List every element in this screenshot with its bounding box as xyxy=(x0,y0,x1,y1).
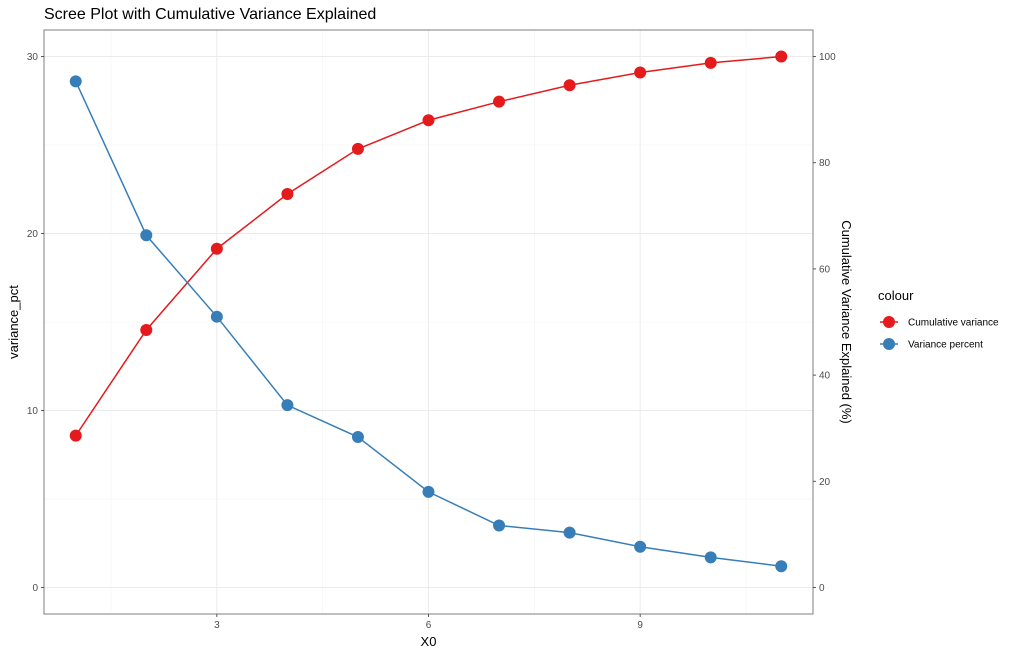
y2-tick-label: 80 xyxy=(819,158,831,169)
cumulative-variance-point xyxy=(563,79,576,92)
variance-percent-point xyxy=(422,485,435,498)
y2-tick-label: 40 xyxy=(819,371,831,382)
variance-percent-point xyxy=(210,310,223,323)
legend-label: Cumulative variance xyxy=(908,318,999,329)
y-axis-title: variance_pct xyxy=(6,285,21,359)
x-tick-label: 3 xyxy=(214,620,220,631)
variance-percent-point xyxy=(493,519,506,532)
cumulative-variance-point xyxy=(704,56,717,69)
y-tick-label: 0 xyxy=(32,583,38,594)
y2-tick-label: 100 xyxy=(819,52,836,63)
y2-tick-label: 60 xyxy=(819,264,831,275)
variance-percent-point xyxy=(775,560,788,573)
variance-percent-point xyxy=(634,540,647,553)
variance-percent-point xyxy=(140,229,153,242)
cumulative-variance-point xyxy=(210,242,223,255)
series-variance-percent xyxy=(69,75,788,573)
y2-tick-label: 20 xyxy=(819,477,831,488)
x-tick-label: 9 xyxy=(637,620,643,631)
x-tick-label: 6 xyxy=(426,620,432,631)
variance-percent-point xyxy=(351,431,364,444)
cumulative-variance-point xyxy=(422,114,435,127)
legend-item-variance-percent: Variance percent xyxy=(880,338,983,351)
variance-percent-point xyxy=(69,75,82,88)
legend-title: colour xyxy=(878,288,914,303)
cumulative-variance-point xyxy=(775,50,788,63)
cumulative-variance-point xyxy=(351,142,364,155)
legend-label: Variance percent xyxy=(908,340,983,351)
series-layer xyxy=(69,50,788,573)
axes: 3 6 9 0 10 20 30 0 20 40 60 80 100 xyxy=(27,52,836,631)
x-axis-title: X0 xyxy=(421,634,437,649)
series-cumulative-variance xyxy=(69,50,788,442)
y-tick-label: 20 xyxy=(27,229,39,240)
cumulative-variance-point xyxy=(140,323,153,336)
y2-tick-label: 0 xyxy=(819,583,825,594)
y-tick-label: 10 xyxy=(27,406,39,417)
grid-lines xyxy=(44,30,813,614)
legend-key-point xyxy=(883,338,895,350)
cumulative-variance-point xyxy=(493,95,506,108)
variance-percent-point xyxy=(281,399,294,412)
cumulative-variance-point xyxy=(634,66,647,79)
legend: colour Cumulative variance Variance perce… xyxy=(878,288,999,351)
cumulative-variance-point xyxy=(69,429,82,442)
cumulative-variance-point xyxy=(281,188,294,201)
legend-key-point xyxy=(883,316,895,328)
y-tick-label: 30 xyxy=(27,52,39,63)
variance-percent-point xyxy=(563,526,576,539)
legend-item-cumulative-variance: Cumulative variance xyxy=(880,316,999,329)
variance-percent-point xyxy=(704,551,717,564)
legend-items: Cumulative variance Variance percent xyxy=(880,316,999,351)
secondary-y-axis-title: Cumulative Variance Explained (%) xyxy=(839,220,854,424)
chart-title: Scree Plot with Cumulative Variance Expl… xyxy=(44,6,376,23)
